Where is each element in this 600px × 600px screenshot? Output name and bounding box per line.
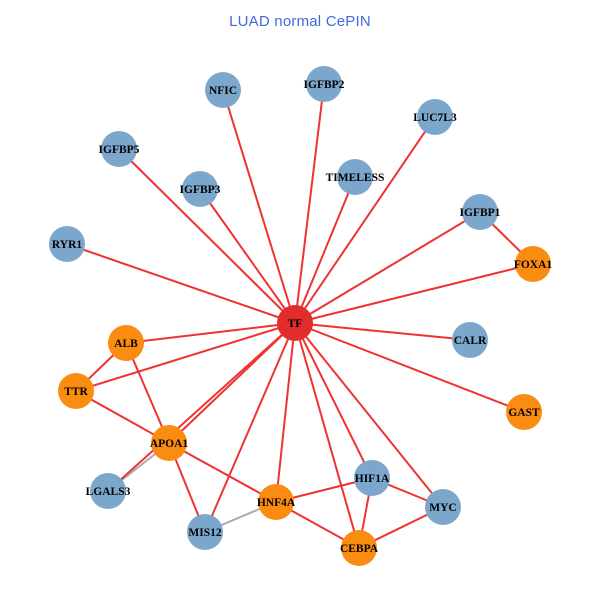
node-label-ALB: ALB [114,338,138,350]
node-FOXA1 [515,246,551,282]
node-APOA1 [151,425,187,461]
node-TF [277,305,313,341]
edge-ALB-APOA1 [125,342,170,444]
edge-TF-GAST [294,322,525,413]
node-label-IGFBP3: IGFBP3 [180,184,221,196]
edge-TF-RYR1 [66,243,296,324]
node-IGFBP3 [182,171,218,207]
node-IGFBP1 [462,194,498,230]
node-label-GAST: GAST [508,407,540,419]
node-label-TTR: TTR [64,386,88,398]
node-RYR1 [49,226,85,262]
node-label-FOXA1: FOXA1 [514,259,553,271]
node-label-IGFBP5: IGFBP5 [99,144,140,156]
node-ALB [108,325,144,361]
node-HNF4A [258,484,294,520]
node-label-CALR: CALR [454,335,487,347]
edge-TF-HNF4A [275,322,296,503]
node-label-HNF4A: HNF4A [257,497,296,509]
node-CEBPA [341,530,377,566]
node-label-LGALS3: LGALS3 [86,486,131,498]
node-label-IGFBP2: IGFBP2 [304,79,345,91]
node-CALR [452,322,488,358]
node-GAST [506,394,542,430]
edge-TF-TTR [75,322,296,392]
node-IGFBP2 [306,66,342,102]
node-label-RYR1: RYR1 [52,239,83,251]
node-label-HIF1A: HIF1A [355,473,390,485]
node-label-CEBPA: CEBPA [340,543,379,555]
node-LUC7L3 [417,99,453,135]
chart-title: LUAD normal CePIN [229,13,371,30]
node-IGFBP5 [101,131,137,167]
edge-TF-TIMELESS [294,176,356,324]
edge-TF-IGFBP3 [199,188,296,324]
node-MYC [425,489,461,525]
node-label-TF: TF [288,318,303,330]
edge-TF-CEBPA [294,322,360,549]
node-LGALS3 [90,473,126,509]
edge-TF-CALR [294,322,471,341]
edge-TF-LUC7L3 [294,116,436,324]
node-TIMELESS [337,159,373,195]
node-HIF1A [354,460,390,496]
node-label-NFIC: NFIC [209,85,237,97]
edge-TF-MIS12 [204,322,296,533]
node-label-TIMELESS: TIMELESS [326,172,385,184]
node-label-LUC7L3: LUC7L3 [413,112,457,124]
node-NFIC [205,72,241,108]
node-label-APOA1: APOA1 [150,438,189,450]
edge-TF-IGFBP2 [294,83,325,324]
edge-TF-IGFBP5 [118,148,296,324]
node-label-MIS12: MIS12 [188,527,221,539]
edge-TF-FOXA1 [294,263,534,324]
edge-TF-NFIC [222,89,296,324]
node-label-IGFBP1: IGFBP1 [460,207,501,219]
edge-TF-MYC [294,322,444,508]
edge-TF-IGFBP1 [294,211,481,324]
edge-TF-LGALS3 [107,322,296,492]
edge-TF-ALB [125,322,296,344]
node-TTR [58,373,94,409]
node-MIS12 [187,514,223,550]
edge-TF-HIF1A [294,322,373,479]
edge-APOA1-HNF4A [168,442,277,503]
node-label-MYC: MYC [429,502,456,514]
